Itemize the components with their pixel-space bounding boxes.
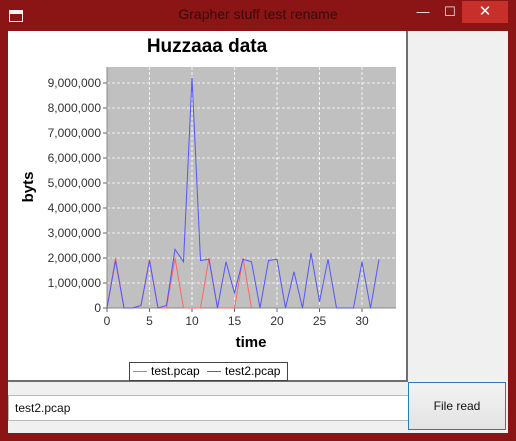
y-tick-label: 3,000,000 [48,226,102,240]
x-tick-label: 10 [185,314,199,328]
y-tick-label: 0 [94,301,101,315]
chart-legend: test.pcap test2.pcap [129,362,289,381]
file-read-button[interactable]: File read [408,382,506,430]
y-tick-label: 1,000,000 [48,276,102,290]
window-title: Grapher stuff test rename [178,6,338,22]
legend-swatch-test [133,371,147,373]
legend-label-test2: test2.pcap [225,364,281,378]
x-axis-ticks: 0 5 10 15 20 25 30 [104,67,396,328]
x-tick-label: 30 [355,314,369,328]
app-icon [9,10,23,22]
bottom-strip [8,382,406,392]
series-lines [106,77,380,309]
side-panel [408,31,508,380]
minimize-button[interactable]: — [416,4,430,19]
chart-title: Huzzaaa data [147,36,268,57]
legend-swatch-test2 [207,371,222,373]
y-tick-label: 6,000,000 [48,151,102,165]
legend-label-test: test.pcap [151,364,200,378]
plot-area [107,67,396,308]
y-tick-label: 5,000,000 [48,176,102,190]
y-axis-label: byts [20,172,37,203]
chart-panel: Huzzaaa data 0 1,000,000 2,000,000 3,000,00… [8,31,408,382]
y-tick-label: 2,000,000 [48,251,102,265]
close-button[interactable]: ✕ [462,1,508,23]
x-tick-label: 5 [146,314,153,328]
x-tick-label: 25 [313,314,327,328]
legend-item-test2: test2.pcap [207,363,280,380]
y-tick-label: 9,000,000 [48,76,102,90]
y-tick-label: 4,000,000 [48,201,102,215]
maximize-button[interactable]: ☐ [444,4,456,19]
y-tick-label: 8,000,000 [48,101,102,115]
title-bar[interactable]: Grapher stuff test rename — ☐ ✕ [0,0,516,30]
y-tick-label: 7,000,000 [48,126,102,140]
x-tick-label: 20 [270,314,284,328]
grid-lines [107,67,396,308]
client-area: Huzzaaa data 0 1,000,000 2,000,000 3,000,00… [8,31,508,433]
legend-item-test: test.pcap [133,363,200,380]
y-axis-ticks: 0 1,000,000 2,000,000 3,000,000 4,000,000 5,0… [48,76,107,315]
x-tick-label: 15 [228,314,242,328]
x-axis-label: time [236,334,267,351]
x-tick-label: 0 [104,314,111,328]
file-path-input[interactable] [8,395,414,421]
line-chart: Huzzaaa data 0 1,000,000 2,000,000 3,000,00… [20,36,396,351]
series-line-test2-pcap [106,77,380,309]
